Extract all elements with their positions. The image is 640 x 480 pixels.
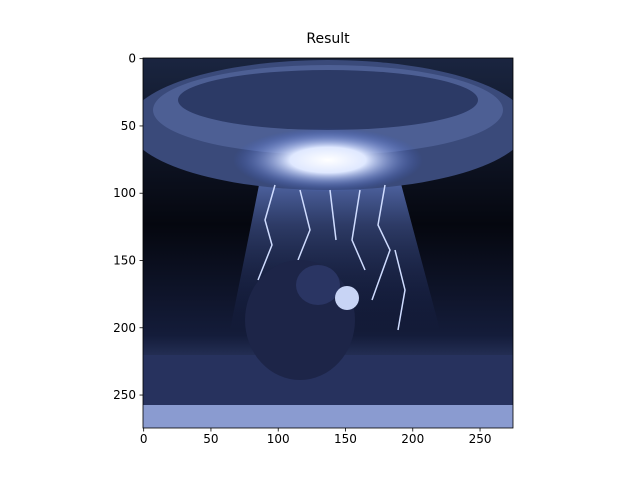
y-tick-label: 100	[113, 186, 136, 200]
chart-title: Result	[306, 31, 350, 47]
y-tick-label: 0	[128, 52, 136, 66]
x-tick-label: 0	[140, 432, 148, 446]
x-tick-label: 100	[267, 432, 290, 446]
axes-frame	[142, 57, 514, 429]
y-tick-label: 150	[113, 253, 136, 267]
y-tick-label: 50	[121, 119, 136, 133]
x-tick-label: 50	[203, 432, 218, 446]
x-tick-label: 200	[401, 432, 424, 446]
image	[143, 58, 513, 428]
x-tick-label: 250	[469, 432, 492, 446]
y-tick-label: 250	[113, 388, 136, 402]
y-tick-label: 200	[113, 321, 136, 335]
x-tick-label: 150	[334, 432, 357, 446]
